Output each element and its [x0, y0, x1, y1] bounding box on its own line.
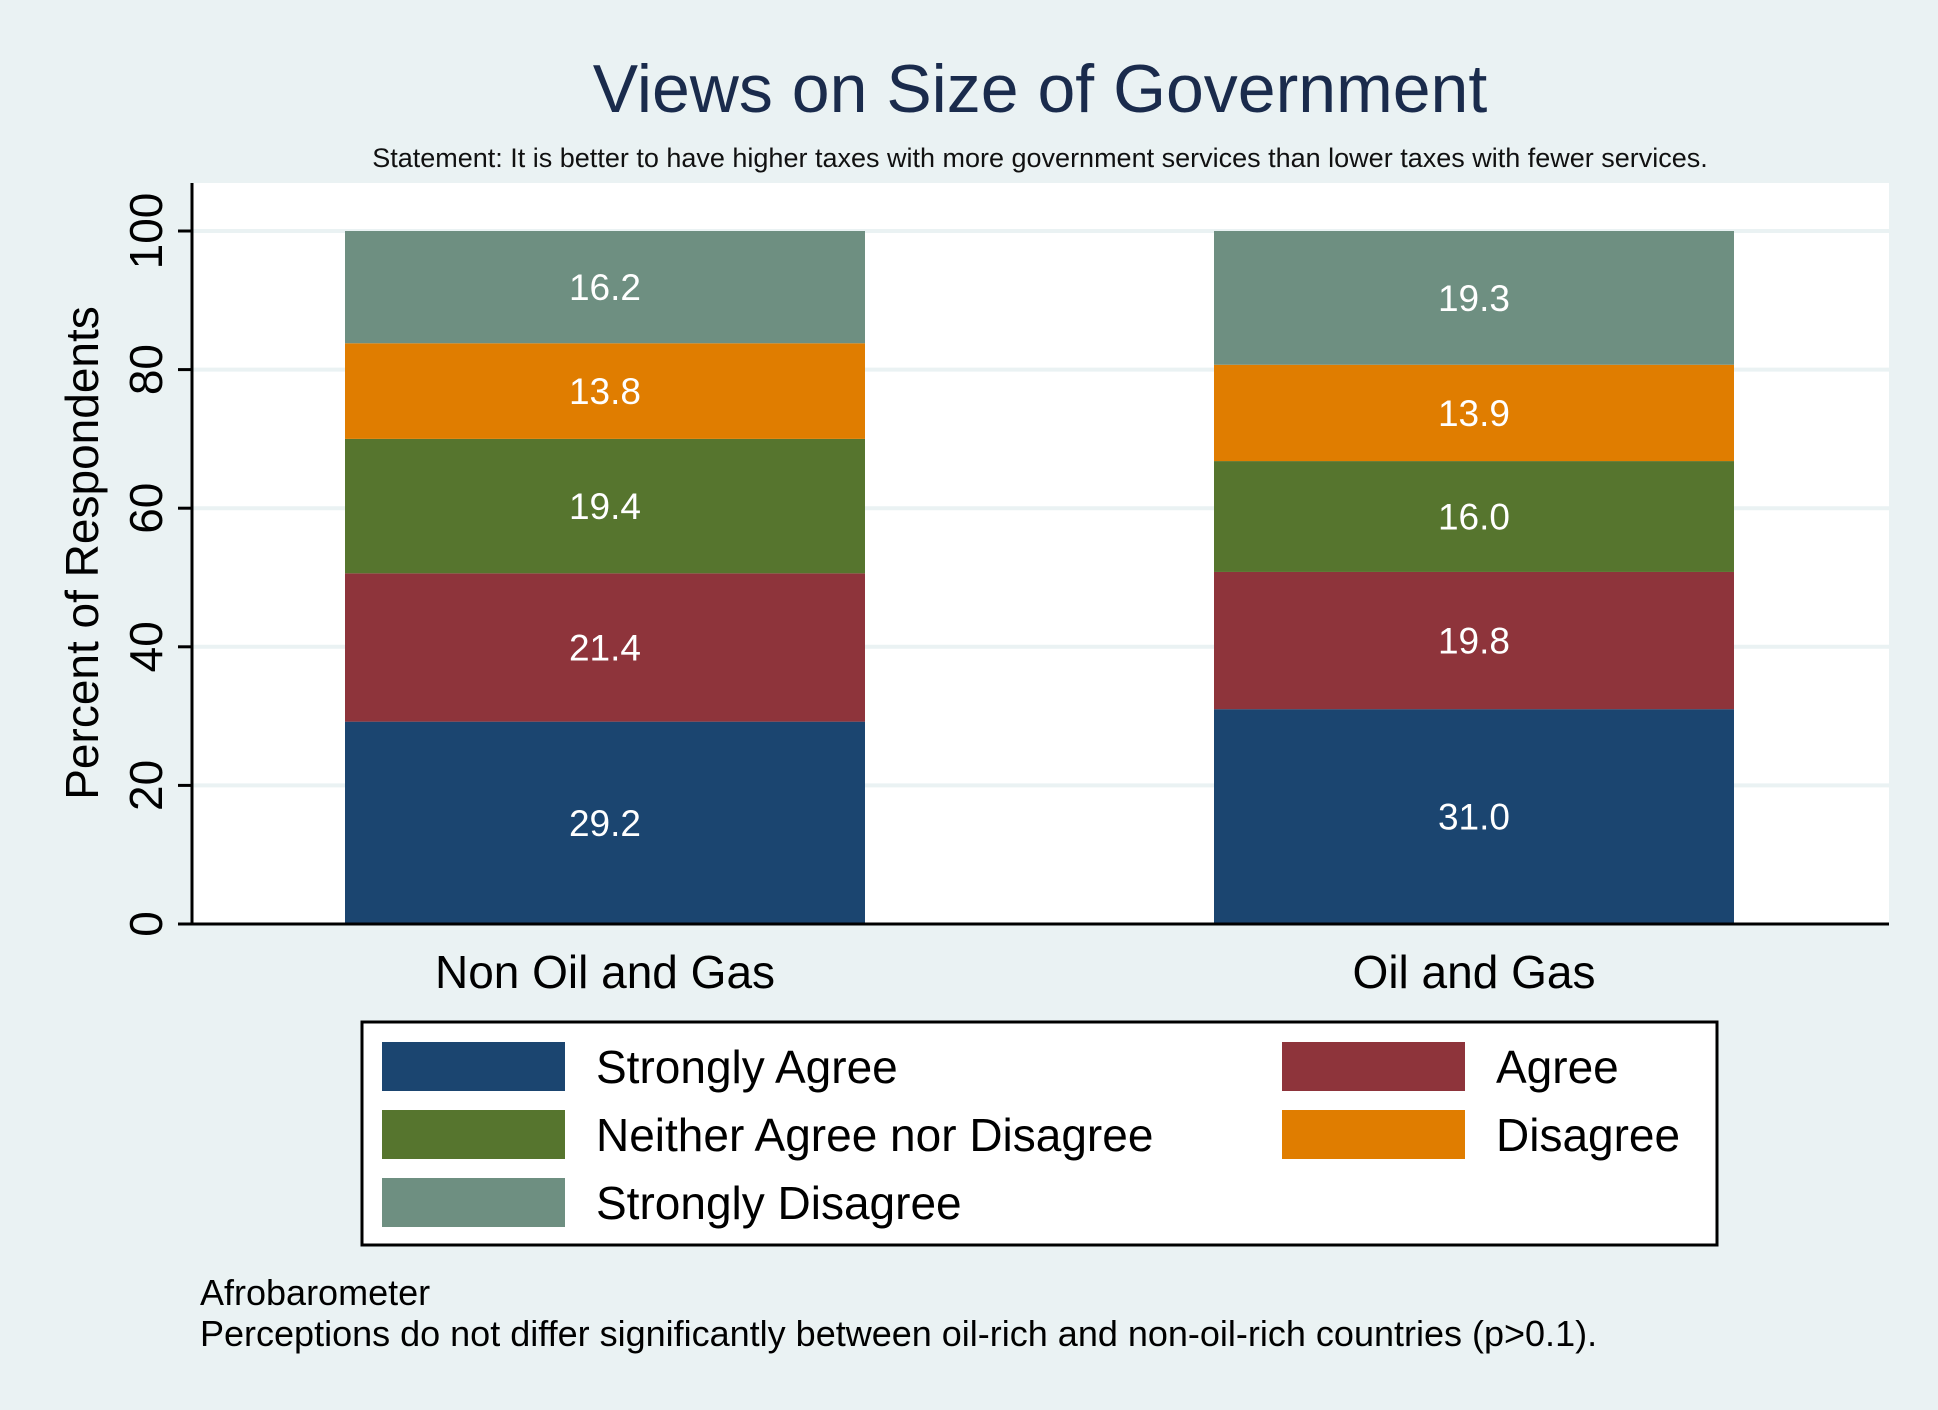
data-label: 19.4: [569, 486, 641, 527]
data-label: 19.8: [1438, 621, 1510, 662]
data-labels: 29.2 21.4 19.4 13.8 16.2 31.0 19.8 16.0 13.9 19.3: [569, 267, 1510, 844]
legend: Strongly Agree Agree Neither Agree nor Dis…: [382, 1041, 1680, 1229]
y-ticks: 0 20 40 60 80 100: [120, 193, 192, 937]
legend-label: Strongly Disagree: [596, 1177, 962, 1229]
data-label: 13.8: [569, 371, 641, 412]
legend-swatch: [382, 1178, 565, 1227]
bar-segment: [345, 438, 865, 574]
legend-swatch: [1282, 1042, 1465, 1091]
legend-swatch: [1282, 1110, 1465, 1159]
data-label: 16.0: [1438, 497, 1510, 538]
data-label: 21.4: [569, 627, 641, 668]
data-label: 13.9: [1438, 393, 1510, 434]
y-tick-label: 0: [120, 911, 172, 937]
bars: [345, 231, 1734, 924]
legend-swatch: [382, 1042, 565, 1091]
legend-label: Strongly Agree: [596, 1041, 898, 1093]
y-axis-title: Percent of Respondents: [56, 306, 108, 800]
source-note: Afrobarometer: [200, 1272, 430, 1313]
bar-segment: [1214, 709, 1734, 924]
bar-segment: [345, 343, 865, 439]
legend-box: [360, 1020, 1719, 1247]
significance-note: Perceptions do not differ significantly …: [200, 1313, 1597, 1354]
chart-title: Views on Size of Government: [593, 51, 1488, 127]
y-tick-label: 80: [120, 344, 172, 395]
chart-subtitle: Statement: It is better to have higher t…: [372, 143, 1708, 173]
legend-swatch: [382, 1110, 565, 1159]
bar-segment: [1214, 461, 1734, 572]
bar-segment: [1214, 364, 1734, 462]
data-label: 31.0: [1438, 797, 1510, 838]
data-label: 16.2: [569, 267, 641, 308]
bar-segment: [1214, 571, 1734, 710]
x-tick-label: Non Oil and Gas: [435, 946, 775, 998]
x-tick-label: Oil and Gas: [1353, 946, 1596, 998]
bar-segment: [345, 721, 865, 924]
bar-segment: [345, 231, 865, 344]
data-label: 29.2: [569, 803, 641, 844]
bar-segment: [1214, 231, 1734, 365]
y-tick-label: 100: [120, 193, 172, 270]
y-tick-label: 60: [120, 483, 172, 534]
bar-segment: [345, 573, 865, 722]
x-tick-labels: Non Oil and Gas Oil and Gas: [435, 946, 1595, 998]
legend-label: Agree: [1496, 1041, 1619, 1093]
y-tick-label: 40: [120, 621, 172, 672]
data-label: 19.3: [1438, 278, 1510, 319]
y-tick-label: 20: [120, 760, 172, 811]
legend-label: Neither Agree nor Disagree: [596, 1109, 1153, 1161]
legend-label: Disagree: [1496, 1109, 1680, 1161]
